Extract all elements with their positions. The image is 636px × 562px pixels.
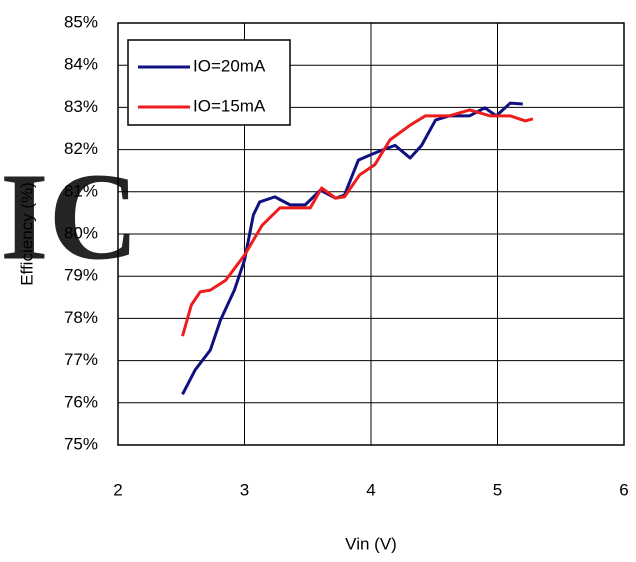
y-tick-label: 81% bbox=[64, 181, 98, 200]
x-tick-label: 6 bbox=[619, 480, 628, 499]
x-tick-label: 5 bbox=[493, 480, 502, 499]
y-axis-label: Efficiency (%) bbox=[17, 182, 36, 286]
y-tick-label: 84% bbox=[64, 55, 98, 74]
watermark: IC bbox=[0, 149, 139, 287]
y-tick-label: 80% bbox=[64, 223, 98, 242]
y-tick-label: 83% bbox=[64, 97, 98, 116]
x-tick-label: 2 bbox=[113, 480, 122, 499]
y-tick-label: 82% bbox=[64, 139, 98, 158]
y-tick-label: 77% bbox=[64, 350, 98, 369]
y-tick-label: 75% bbox=[64, 434, 98, 453]
data-line bbox=[181, 101, 523, 396]
legend-label: IO=15mA bbox=[193, 96, 266, 115]
legend-box bbox=[127, 39, 291, 126]
y-tick-label: 85% bbox=[64, 12, 98, 31]
data-line bbox=[181, 108, 534, 337]
y-tick-label: 78% bbox=[64, 308, 98, 327]
x-tick-label: 3 bbox=[240, 480, 249, 499]
legend-label: IO=20mA bbox=[193, 56, 266, 75]
x-axis-label: Vin (V) bbox=[345, 534, 397, 553]
y-tick-label: 79% bbox=[64, 266, 98, 285]
x-tick-label: 4 bbox=[366, 480, 375, 499]
y-tick-label: 76% bbox=[64, 392, 98, 411]
plot-frame bbox=[117, 22, 625, 446]
